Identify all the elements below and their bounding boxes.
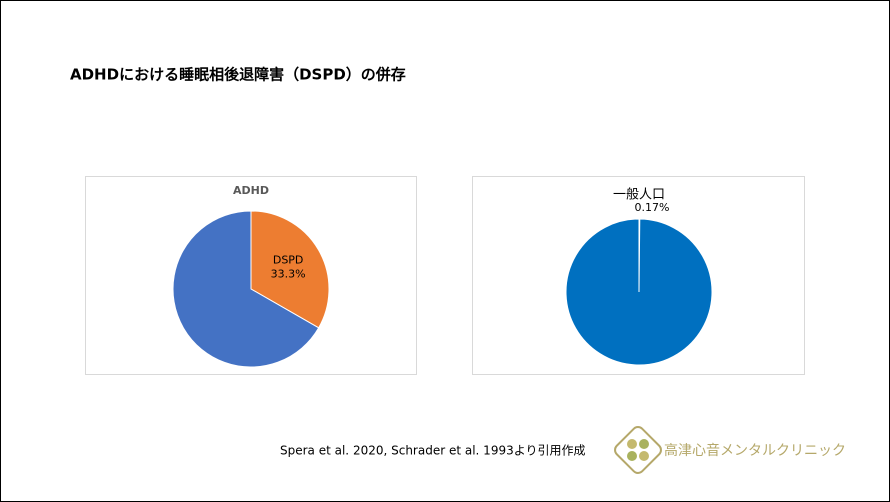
slice-value-label: 0.17% bbox=[635, 201, 670, 214]
slice-category-label: DSPD bbox=[273, 254, 304, 267]
pie-slice bbox=[250, 210, 330, 329]
pie-slice bbox=[565, 218, 713, 366]
slice-value-label: 33.3% bbox=[271, 268, 306, 281]
slide-title: ADHDにおける睡眠相後退障害（DSPD）の併存 bbox=[70, 66, 406, 84]
logo-icon bbox=[614, 426, 662, 474]
chart-title: ADHD bbox=[233, 184, 269, 197]
chart-title: 一般人口 bbox=[613, 187, 665, 203]
pie-slice bbox=[172, 210, 320, 368]
citation: Spera et al. 2020, Schrader et al. 1993よ… bbox=[280, 444, 585, 458]
logo-text: 高津心音メンタルクリニック bbox=[664, 442, 846, 459]
